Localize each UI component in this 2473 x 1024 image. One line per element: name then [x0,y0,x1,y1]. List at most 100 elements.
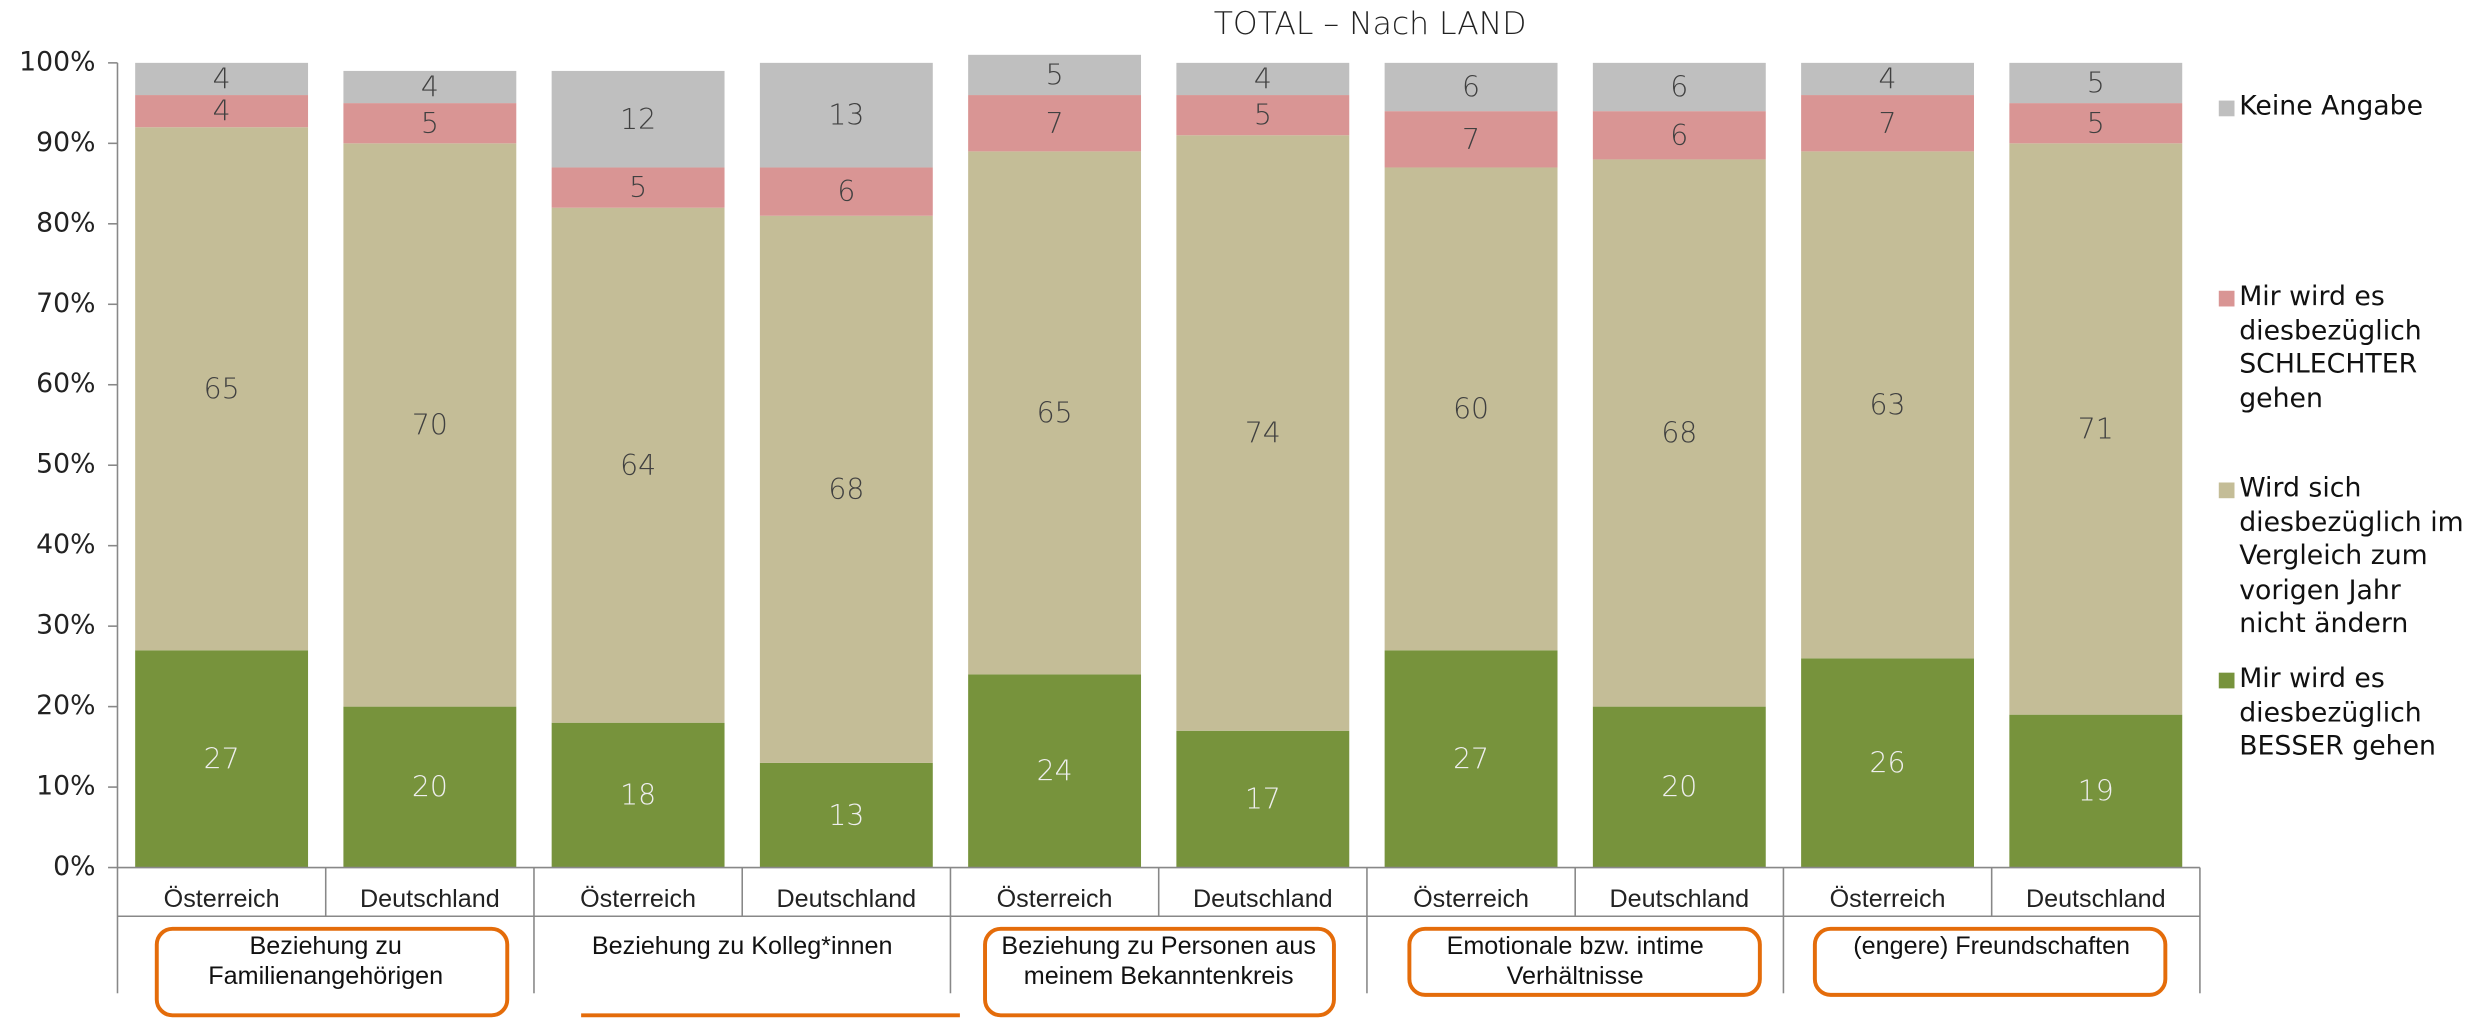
data-label: 12 [620,103,656,136]
data-label: 70 [412,409,448,442]
data-label: 65 [1037,396,1073,429]
data-label: 74 [1245,417,1281,450]
group-label: Beziehung zu Familienangehörigen [208,933,444,991]
data-label: 6 [1670,71,1688,104]
group-label: Beziehung zu Kolleg*innen [592,934,893,961]
y-tick-label: 30% [36,610,95,641]
y-tick-label: 10% [36,771,95,802]
bar-segment [1176,95,1350,136]
bar-segment [551,167,725,208]
bar-segment [1384,167,1558,651]
legend-swatch [2218,482,2235,499]
data-label: 5 [421,107,439,140]
x-tick-label: Österreich [1413,885,1529,913]
group-label: (engere) Freundschaften [1853,934,2130,961]
y-tick-label: 70% [36,288,95,319]
bar-segment [551,722,725,868]
x-tick-label: Deutschland [1609,885,1749,913]
data-label: 6 [1670,119,1688,152]
bar-segment [2009,103,2183,144]
legend-swatch [2218,672,2235,689]
x-tick-label: Deutschland [360,885,500,913]
data-label: 4 [1254,63,1272,96]
data-label: 19 [2078,775,2114,808]
y-tick-label: 80% [36,207,95,238]
bar-segment [1592,706,1766,868]
y-tick-label: 100% [19,46,95,77]
bar-segment [343,143,517,707]
bar-segment [1384,111,1558,168]
bar-segment [135,62,309,96]
group-label: Beziehung zu Personen aus meinem Bekannt… [1001,934,1316,991]
bar-segment [968,151,1142,675]
data-label: 5 [1254,99,1272,132]
bar-segment [1384,650,1558,868]
data-label: 18 [620,779,656,812]
data-label: 7 [1046,107,1064,140]
data-label: 5 [1046,59,1064,92]
legend-label-text: Wird sich diesbezüglich im Vergleich zum… [2239,473,2464,640]
data-label: 27 [204,742,240,775]
data-label: 13 [828,99,864,132]
bar-segment [1801,62,1974,96]
data-label: 4 [213,95,231,128]
data-label: 7 [1879,107,1897,140]
bar-segment [135,95,309,128]
bar-segment [1384,62,1558,112]
y-tick-label: 40% [36,529,95,560]
legend-label-text: Mir wird es diesbezüglich BESSER gehen [2239,663,2436,763]
x-tick-label: Deutschland [1193,885,1333,913]
data-label: 7 [1462,123,1480,156]
y-tick-label: 50% [36,449,95,480]
bar-segment [759,762,933,868]
x-tick-label: Österreich [1830,885,1946,913]
legend-label-text: Mir wird es diesbezüglich SCHLECHTER geh… [2239,281,2422,415]
data-label: 68 [1661,417,1697,450]
x-tick-label: Österreich [997,885,1113,913]
bar-segment [1176,62,1350,96]
bar-segment [343,706,517,868]
data-label: 4 [421,71,439,104]
data-label: 71 [2078,413,2114,446]
group-label-text: Beziehung zu Familienangehörigen [208,933,444,991]
group-label: Emotionale bzw. intime Verhältnisse [1446,933,1704,991]
data-label: 27 [1453,742,1489,775]
legend-label: Wird sich diesbezüglich im Vergleich zum… [2239,473,2464,640]
data-label: 4 [1879,63,1897,96]
bar-segment [2009,62,2183,104]
data-label: 5 [629,171,647,204]
legend-label-text: Keine Angabe [2239,91,2424,123]
highlight-boxes [154,926,2168,1018]
legend-label: Mir wird es diesbezüglich BESSER gehen [2239,663,2436,763]
data-label: 64 [620,449,656,482]
legend-swatch [2218,290,2235,307]
bar-segment [759,62,933,168]
x-tick-label: Österreich [580,885,696,913]
data-label: 5 [2087,67,2105,100]
bar-segment [968,54,1142,96]
legend-label: Mir wird es diesbezüglich SCHLECHTER geh… [2239,281,2422,415]
data-label: 26 [1870,747,1906,780]
bar-segment [759,167,933,216]
data-label: 6 [837,175,855,208]
y-tick-label: 60% [36,368,95,399]
y-tick-label: 20% [36,690,95,721]
data-label: 68 [828,473,864,506]
bar-segment [135,650,309,868]
data-label: 60 [1453,392,1489,425]
bar-segment [551,70,725,168]
y-tick-label: 90% [36,127,95,158]
data-label: 17 [1245,783,1281,816]
chart-title: TOTAL – Nach LAND [1214,6,1527,42]
bar-segment [2009,143,2183,715]
bar-segment [135,127,309,651]
x-tick-label: Deutschland [2026,885,2166,913]
data-label: 20 [412,771,448,804]
bar-segment [1592,62,1766,112]
bar-segment [343,103,517,144]
bar-segment [1592,159,1766,707]
group-label-text: Emotionale bzw. intime Verhältnisse [1446,933,1704,991]
x-tick-label: Deutschland [776,885,916,913]
bar-segment [1176,730,1350,868]
data-label: 20 [1661,771,1697,804]
